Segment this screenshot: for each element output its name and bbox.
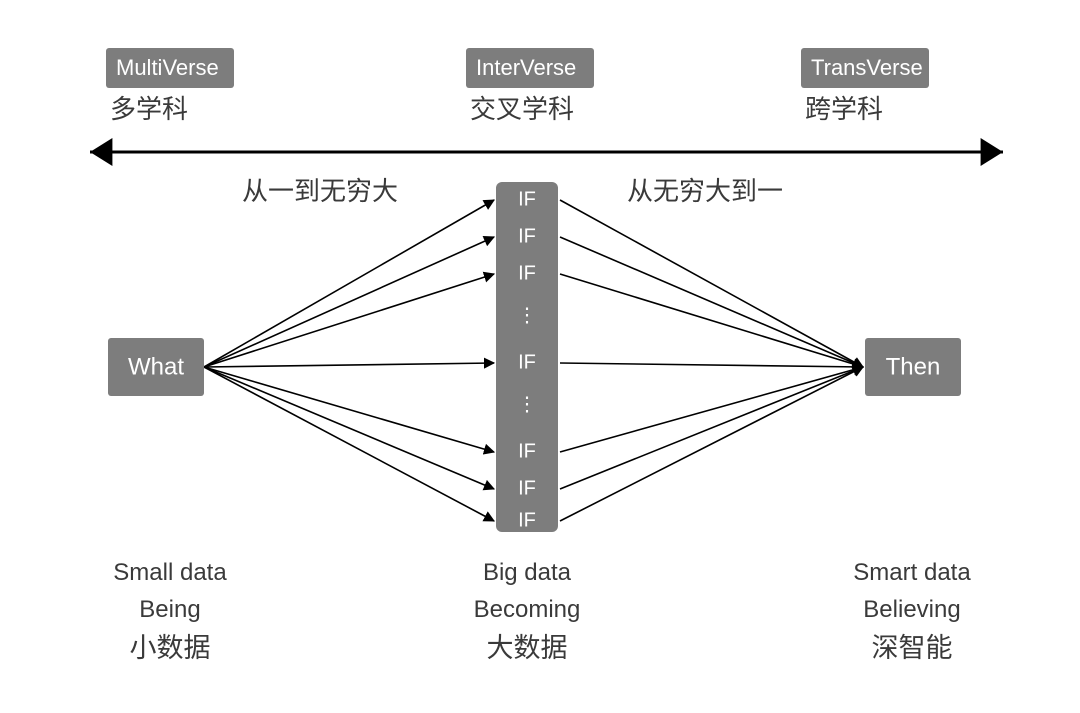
center-slot-4: IF [518, 351, 536, 373]
footer-en-2: Smart data [853, 559, 971, 586]
footer-cn-2: 深智能 [872, 633, 953, 663]
edge-right-3 [560, 363, 863, 367]
edge-left-4 [204, 367, 494, 452]
node-what-label: What [128, 353, 184, 380]
edge-left-2 [204, 274, 494, 367]
header-en-1: InterVerse [476, 55, 576, 80]
header-cn-2: 跨学科 [805, 94, 883, 124]
header-layer: MultiVerse 多学科 InterVerse 交叉学科 TransVerse 跨学科 [106, 48, 929, 124]
center-slot-5: ⋮ [517, 393, 537, 415]
center-slot-0: IF [518, 188, 536, 210]
footer-layer: Small data Being 小数据 Big data Becoming 大数据 Sma… [113, 559, 971, 663]
axis-layer [90, 138, 1003, 166]
center-slot-8: IF [518, 509, 536, 531]
edge-right-0 [560, 200, 863, 367]
header-en-2: TransVerse [811, 55, 923, 80]
header-cn-0: 多学科 [110, 94, 188, 124]
footer-en2-2: Believing [863, 596, 960, 623]
header-cn-1: 交叉学科 [470, 94, 574, 124]
header-en-0: MultiVerse [116, 55, 219, 80]
footer-en-0: Small data [113, 559, 227, 586]
edge-left-0 [204, 200, 494, 367]
edge-right-1 [560, 237, 863, 367]
center-slot-2: IF [518, 262, 536, 284]
center-slot-6: IF [518, 440, 536, 462]
edge-right-5 [560, 367, 863, 489]
edge-left-3 [204, 363, 494, 367]
center-slot-7: IF [518, 477, 536, 499]
center-slot-1: IF [518, 225, 536, 247]
footer-cn-0: 小数据 [130, 633, 211, 663]
edge-left-5 [204, 367, 494, 489]
footer-en-1: Big data [483, 559, 572, 586]
axis-arrow-left [90, 138, 112, 166]
node-then-label: Then [886, 353, 941, 380]
diagram-canvas: MultiVerse 多学科 InterVerse 交叉学科 TransVerse 跨学科… [0, 0, 1080, 713]
axis-arrow-right [981, 138, 1003, 166]
center-slot-3: ⋮ [517, 304, 537, 326]
edge-right-6 [560, 367, 863, 521]
footer-en2-1: Becoming [474, 596, 581, 623]
mid-label-left: 从一到无穷大 [242, 176, 398, 206]
edge-left-6 [204, 367, 494, 521]
footer-cn-1: 大数据 [487, 633, 568, 663]
footer-en2-0: Being [139, 596, 200, 623]
edge-right-2 [560, 274, 863, 367]
edge-left-1 [204, 237, 494, 367]
mid-label-right: 从无穷大到一 [627, 176, 783, 206]
edge-right-4 [560, 367, 863, 452]
